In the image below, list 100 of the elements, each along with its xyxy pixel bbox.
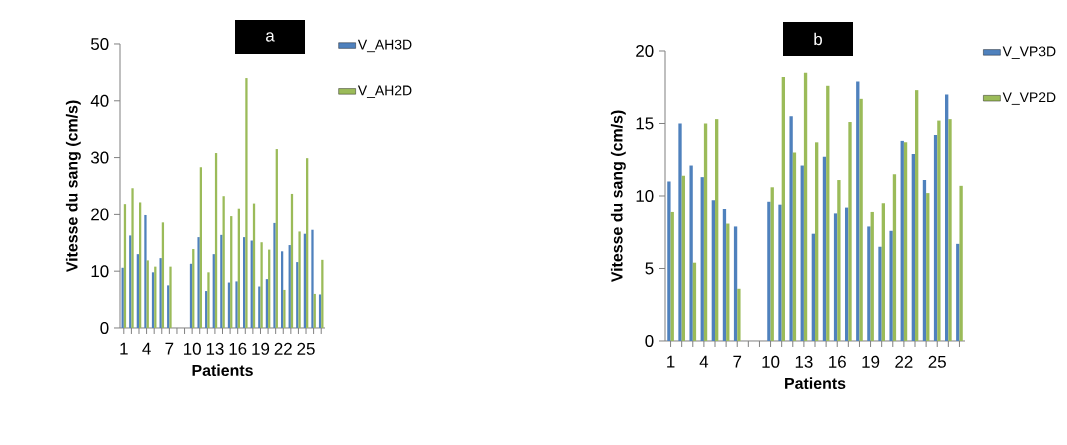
- bar: [845, 207, 849, 341]
- bar: [837, 180, 841, 341]
- y-axis-title: Vitesse du sang (cm/s): [65, 100, 81, 273]
- bar: [670, 211, 674, 341]
- x-axis-title: Patients: [785, 377, 846, 390]
- bar: [922, 180, 927, 341]
- bar: [903, 142, 908, 341]
- bar: [881, 203, 885, 341]
- x-tick-label: 22: [895, 355, 913, 368]
- x-tick-label: 13: [795, 355, 813, 368]
- bar: [667, 181, 671, 341]
- bar: [948, 119, 952, 341]
- x-tick-label: 25: [928, 355, 946, 368]
- y-axis-title: Vitesse du sang (cm/s): [610, 110, 626, 283]
- y-tick-label: 5: [645, 262, 654, 275]
- bar: [678, 123, 682, 341]
- bar: [833, 213, 838, 341]
- x-tick-label: 13: [206, 342, 224, 355]
- x-tick-label: 1: [120, 342, 128, 355]
- bar: [298, 231, 301, 328]
- y-tick-label: 20: [636, 44, 654, 57]
- bar: [273, 222, 276, 328]
- bar: [235, 281, 238, 328]
- bar: [197, 237, 200, 328]
- bar: [867, 226, 871, 341]
- bar: [144, 214, 147, 328]
- legend-label: V_AH2D: [357, 85, 412, 98]
- bar: [915, 90, 919, 341]
- bar: [131, 188, 134, 328]
- bar: [770, 187, 774, 341]
- x-tick-label: 16: [829, 355, 846, 368]
- x-axis-title: Patients: [192, 364, 253, 377]
- bar: [159, 258, 162, 328]
- bar: [703, 123, 708, 341]
- legend-label: V_VP3D: [1002, 46, 1056, 59]
- bar: [926, 193, 930, 341]
- bar: [260, 242, 263, 328]
- bar: [715, 119, 719, 341]
- text: a: [266, 32, 275, 42]
- bar: [815, 142, 819, 341]
- x-tick-label: 4: [142, 342, 151, 355]
- bar: [689, 165, 693, 341]
- bar: [859, 98, 863, 341]
- bar: [169, 266, 172, 328]
- bar: [803, 72, 808, 341]
- bar: [811, 233, 816, 341]
- bar: [207, 272, 210, 328]
- bar: [822, 156, 827, 341]
- bar: [245, 78, 248, 328]
- bar: [826, 85, 830, 341]
- bar: [781, 77, 786, 341]
- y-tick-label: 30: [90, 151, 109, 164]
- x-tick-label: 10: [762, 355, 780, 368]
- bar: [937, 120, 941, 341]
- y-tick-label: 0: [645, 334, 654, 347]
- bar: [959, 185, 963, 341]
- y-tick-label: 20: [91, 208, 109, 221]
- bar: [767, 201, 771, 341]
- bar: [945, 94, 949, 341]
- x-tick-label: 10: [184, 342, 201, 355]
- x-tick-label: 16: [229, 342, 247, 355]
- x-tick-label: 19: [252, 342, 270, 355]
- x-tick-label: 7: [165, 342, 174, 355]
- bar: [856, 81, 860, 341]
- x-tick-label: 7: [733, 355, 742, 368]
- bar: [792, 152, 797, 341]
- y-tick-label: 40: [90, 94, 109, 107]
- bar: [311, 229, 314, 328]
- bar: [722, 209, 727, 341]
- x-tick-label: 1: [667, 355, 675, 368]
- bar: [848, 122, 852, 341]
- bar: [733, 226, 738, 341]
- bar: [681, 175, 686, 341]
- y-tick-label: 10: [91, 265, 109, 278]
- legend-label: V_AH3D: [357, 39, 412, 53]
- bar: [956, 243, 960, 341]
- x-tick-label: 4: [699, 355, 709, 368]
- x-tick-label: 22: [274, 342, 292, 355]
- bar: [911, 153, 916, 341]
- bar: [711, 200, 716, 341]
- bar: [700, 177, 704, 341]
- bar: [778, 204, 782, 341]
- bar: [737, 288, 741, 341]
- legend-label: V_VP2D: [1002, 92, 1056, 105]
- bar: [789, 116, 793, 341]
- bar: [889, 230, 893, 341]
- bar: [870, 211, 874, 341]
- x-tick-label: 19: [862, 355, 880, 368]
- y-tick-label: 10: [636, 189, 654, 202]
- bar: [892, 174, 897, 341]
- y-tick-label: 0: [100, 321, 109, 334]
- bar: [800, 165, 804, 341]
- bar: [692, 262, 697, 341]
- bar: [878, 246, 882, 341]
- bar: [900, 140, 904, 341]
- y-tick-label: 15: [636, 117, 654, 130]
- x-tick-label: 25: [297, 342, 315, 355]
- bar: [726, 223, 730, 341]
- bar: [933, 135, 938, 341]
- bar: [283, 289, 286, 328]
